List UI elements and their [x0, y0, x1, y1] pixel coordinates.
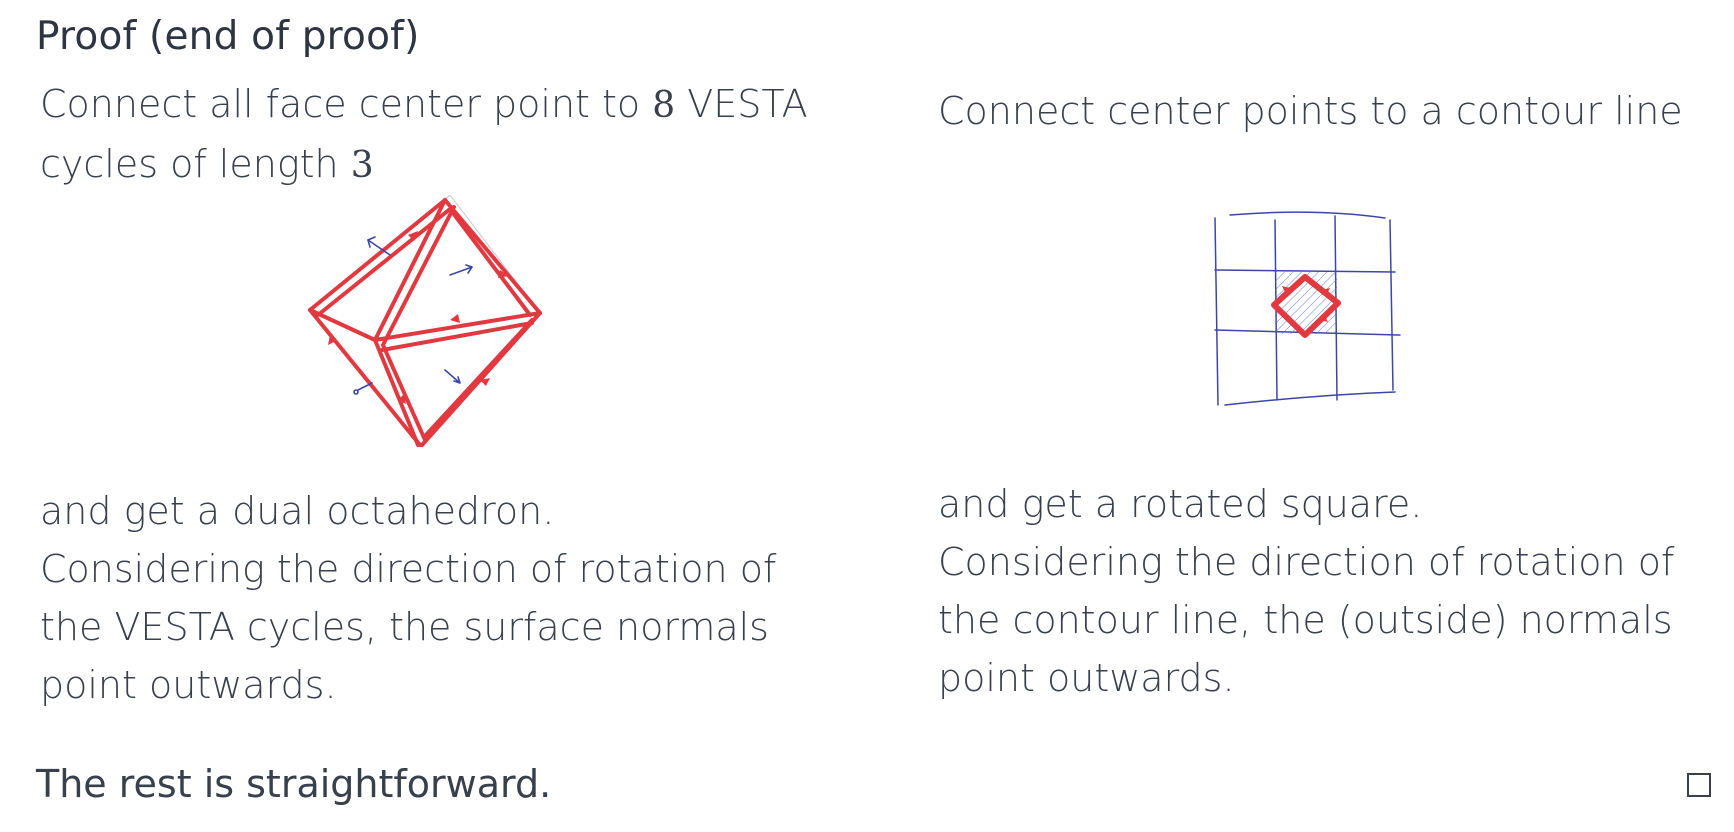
left-outro-line1: and get a dual octahedron.	[40, 489, 555, 533]
left-outro: and get a dual octahedron. Considering t…	[40, 482, 820, 714]
grid-rotated-square-sketch-icon	[1214, 211, 1401, 406]
left-intro-text: Connect all face center point to 8 VESTA…	[40, 75, 820, 195]
left-outro-line2: Considering the direction of rotation of…	[40, 547, 777, 707]
closing-text: The rest is straightforward.	[36, 762, 552, 806]
octahedron-sketch-icon	[308, 195, 542, 447]
right-intro-text: Connect center points to a contour line	[938, 89, 1683, 133]
left-intro-number-3: 3	[350, 145, 374, 186]
right-outro-line1: and get a rotated square.	[938, 482, 1423, 526]
right-outro: and get a rotated square. Considering th…	[938, 475, 1718, 707]
qed-square-icon	[1687, 773, 1711, 797]
left-intro-number-8: 8	[652, 85, 676, 126]
left-intro-part1: Connect all face center point to	[40, 82, 653, 126]
left-intro-part2: VESTA cycles of length	[40, 82, 808, 186]
right-outro-line2: Considering the direction of rotation of…	[938, 540, 1675, 700]
page-title: Proof (end of proof)	[36, 14, 420, 59]
